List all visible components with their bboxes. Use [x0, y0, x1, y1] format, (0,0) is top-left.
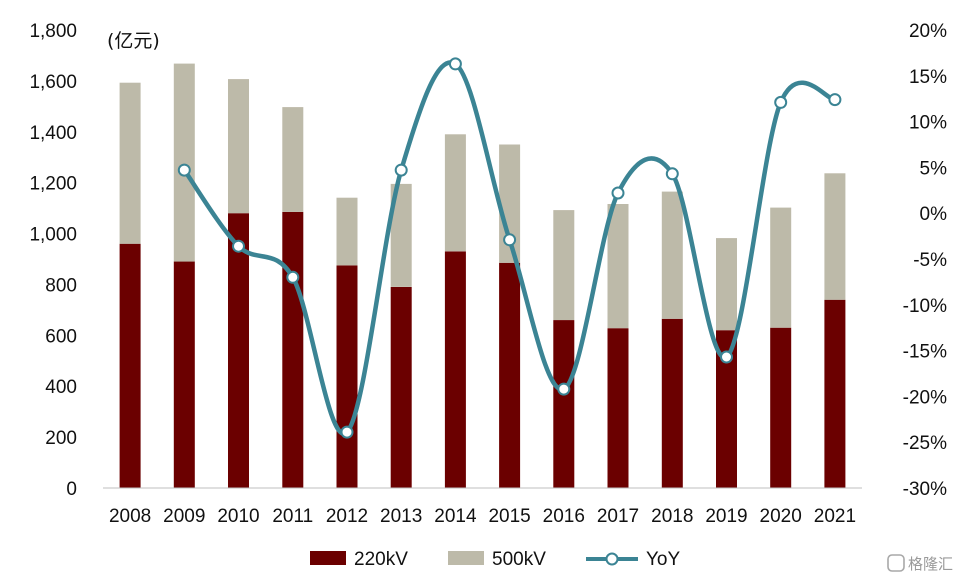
left-axis-tick: 1,600: [29, 72, 77, 93]
left-axis-tick: 0: [66, 479, 77, 500]
bar-220kv-2011: [282, 211, 304, 488]
yoy-point-2020: [774, 95, 788, 109]
bar-220kv-2016: [553, 320, 575, 488]
x-axis-tick-2011: 2011: [272, 506, 313, 527]
left-axis-tick: 800: [45, 275, 77, 296]
left-axis-tick: 1,400: [29, 123, 77, 144]
bar-500kv-2008: [119, 82, 141, 244]
yoy-line-layer: [177, 57, 842, 439]
bar-220kv-2012: [336, 265, 358, 488]
left-axis-tick: 1,000: [29, 225, 77, 246]
legend-swatch: [310, 551, 346, 565]
bar-220kv-2018: [661, 318, 683, 488]
bar-500kv-2018: [661, 191, 683, 319]
right-axis-tick: 20%: [909, 21, 947, 42]
x-axis-ticks: 2008 2009 2010 2011 2012 2013 2014 2015 2016 2017…: [109, 506, 856, 527]
right-axis-tick: -10%: [903, 296, 947, 317]
legend-item-220kv: 220kV: [310, 549, 408, 570]
yoy-point-2010: [232, 239, 245, 253]
bar-220kv-2021: [824, 299, 846, 488]
right-axis-tick: 10%: [909, 113, 947, 134]
bar-220kv-2020: [770, 327, 792, 488]
bar-500kv-2012: [336, 197, 358, 266]
bar-500kv-2014: [444, 134, 466, 252]
left-axis-tick: 600: [45, 326, 77, 347]
x-axis-tick-2016: 2016: [543, 506, 585, 527]
left-axis-unit-label: (亿元): [107, 30, 160, 52]
x-axis-tick-2017: 2017: [597, 506, 639, 527]
x-axis-tick-2021: 2021: [814, 506, 856, 527]
bar-500kv-2010: [228, 79, 249, 214]
bar-500kv-2020: [770, 207, 792, 328]
x-axis-tick-2019: 2019: [705, 506, 747, 527]
legend-label: 220kV: [354, 549, 408, 570]
x-axis-tick-2015: 2015: [488, 506, 530, 527]
left-axis-tick: 200: [45, 428, 77, 449]
right-axis-tick: 15%: [909, 67, 947, 88]
legend-item-500kv: 500kV: [448, 549, 546, 570]
bar-500kv-2016: [553, 210, 575, 320]
left-axis-tick: 400: [45, 377, 77, 398]
x-axis-tick-2018: 2018: [651, 506, 693, 527]
watermark-logo-icon: [887, 554, 905, 572]
x-axis-tick-2020: 2020: [760, 506, 802, 527]
right-axis-tick: -20%: [903, 387, 947, 408]
right-axis-tick: -15%: [903, 342, 947, 363]
bar-220kv-2014: [444, 251, 466, 488]
yoy-point-2018: [665, 167, 679, 181]
x-axis-tick-2010: 2010: [217, 506, 259, 527]
legend-label: 500kV: [492, 549, 546, 570]
bar-500kv-2019: [716, 238, 737, 331]
x-axis-tick-2014: 2014: [434, 506, 477, 527]
bar-220kv-2010: [228, 213, 249, 488]
legend-marker: [605, 552, 619, 566]
yoy-point-2013: [394, 163, 408, 177]
bar-220kv-2013: [390, 287, 412, 488]
yoy-point-2011: [286, 270, 300, 284]
left-axis-tick: 1,800: [29, 21, 77, 42]
yoy-point-2014: [448, 57, 462, 71]
yoy-point-2015: [503, 233, 517, 247]
bar-220kv-2015: [499, 262, 521, 488]
watermark-text: 格隆汇: [908, 555, 953, 573]
x-axis-tick-2013: 2013: [380, 506, 422, 527]
left-axis-tick: 1,200: [29, 174, 77, 195]
right-axis-tick: 0%: [920, 204, 948, 225]
x-axis-tick-2008: 2008: [109, 506, 151, 527]
yoy-point-2016: [557, 382, 571, 396]
yoy-point-2019: [720, 350, 733, 364]
bar-500kv-2013: [390, 183, 412, 287]
legend-item-yoy: YoY: [586, 549, 680, 570]
watermark: 格隆汇: [887, 554, 953, 573]
bar-500kv-2011: [282, 107, 304, 212]
yoy-point-2009: [177, 163, 191, 177]
bar-220kv-2017: [607, 328, 629, 488]
bars-layer: [119, 63, 846, 488]
legend-swatch: [448, 551, 484, 565]
bar-500kv-2021: [824, 173, 846, 300]
right-axis-ticks: -30% -25% -20% -15% -10% -5% 0% 5% 10% 15% 20%: [903, 21, 947, 500]
right-axis-tick: -30%: [903, 479, 947, 500]
bar-220kv-2009: [173, 261, 195, 488]
bar-500kv-2009: [173, 63, 195, 262]
yoy-point-2021: [828, 93, 842, 107]
x-axis-tick-2009: 2009: [163, 506, 205, 527]
bar-500kv-2015: [499, 144, 521, 263]
yoy-point-2017: [611, 186, 625, 200]
right-axis-tick: 5%: [920, 158, 948, 179]
legend: 220kV 500kV YoY: [310, 549, 680, 570]
bar-500kv-2017: [607, 204, 629, 329]
right-axis-tick: -5%: [913, 250, 947, 271]
x-axis-tick-2012: 2012: [326, 506, 368, 527]
bar-220kv-2019: [716, 330, 737, 488]
right-axis-tick: -25%: [903, 433, 947, 454]
left-axis-ticks: 0 200 400 600 800 1,000 1,200 1,400 1,600 1,800: [29, 21, 77, 500]
legend-label: YoY: [646, 549, 680, 570]
yoy-point-2012: [340, 425, 354, 439]
bar-220kv-2008: [119, 243, 141, 488]
